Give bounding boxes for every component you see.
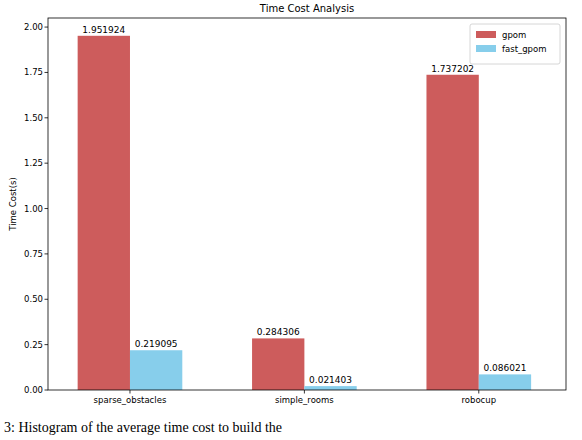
x-axis: sparse_obstacles simple_rooms robocup	[94, 390, 496, 405]
x-tick	[129, 390, 130, 394]
y-tick	[45, 208, 49, 209]
y-tick	[45, 344, 49, 345]
y-tick-label: 1.50	[24, 113, 43, 123]
y-tick-label: 2.00	[24, 22, 43, 32]
y-tick	[45, 299, 49, 300]
caption: 3: Histogram of the average time cost to…	[4, 420, 282, 435]
y-tick-label: 1.75	[24, 67, 43, 77]
x-tick	[304, 390, 305, 394]
bar	[426, 75, 478, 390]
y-tick	[45, 27, 49, 28]
legend-swatch	[476, 31, 496, 38]
bars	[78, 36, 531, 390]
y-tick-label: 0.25	[24, 340, 43, 350]
x-tick-label: sparse_obstacles	[94, 395, 167, 405]
plot-frame	[48, 18, 566, 390]
title: Time Cost Analysis	[259, 3, 354, 14]
x-tick-label: robocup	[462, 395, 497, 405]
legend: gpom fast_gpom	[470, 24, 560, 64]
bar	[479, 374, 531, 390]
data-label: 1.737202	[431, 64, 474, 74]
y-tick	[45, 163, 49, 164]
y-axis: 0.00 0.25 0.50 0.75 1.00 1.25 1.50 1.75 2.00	[24, 22, 48, 395]
y-tick	[45, 390, 49, 391]
y-tick	[45, 117, 49, 118]
x-tick-label: simple_rooms	[275, 395, 334, 405]
chart-svg: 1.951924 0.284306 1.737202 0.219095 0.021403…	[0, 0, 582, 440]
data-label: 0.284306	[257, 327, 300, 337]
bar	[130, 350, 182, 390]
data-labels: 1.951924 0.284306 1.737202 0.219095 0.021403…	[82, 25, 526, 385]
y-tick-label: 0.75	[24, 249, 43, 259]
legend-label: fast_gpom	[502, 44, 546, 54]
y-axis-label: Time Cost(s)	[8, 177, 18, 231]
bar	[304, 386, 356, 390]
y-tick	[45, 72, 49, 73]
y-tick-label: 1.00	[24, 204, 43, 214]
data-label: 0.219095	[135, 339, 178, 349]
data-label: 0.021403	[309, 375, 352, 385]
bar	[252, 338, 304, 390]
bar	[78, 36, 130, 390]
y-tick	[45, 253, 49, 254]
data-label: 1.951924	[82, 25, 125, 35]
y-tick-label: 0.50	[24, 294, 43, 304]
legend-label: gpom	[502, 30, 526, 40]
y-tick-label: 1.25	[24, 158, 43, 168]
chart-root: 1.951924 0.284306 1.737202 0.219095 0.021403…	[0, 0, 582, 440]
y-tick-label: 0.00	[24, 385, 43, 395]
legend-box	[470, 24, 560, 64]
x-tick	[478, 390, 479, 394]
data-label: 0.086021	[483, 363, 526, 373]
legend-swatch	[476, 45, 496, 52]
